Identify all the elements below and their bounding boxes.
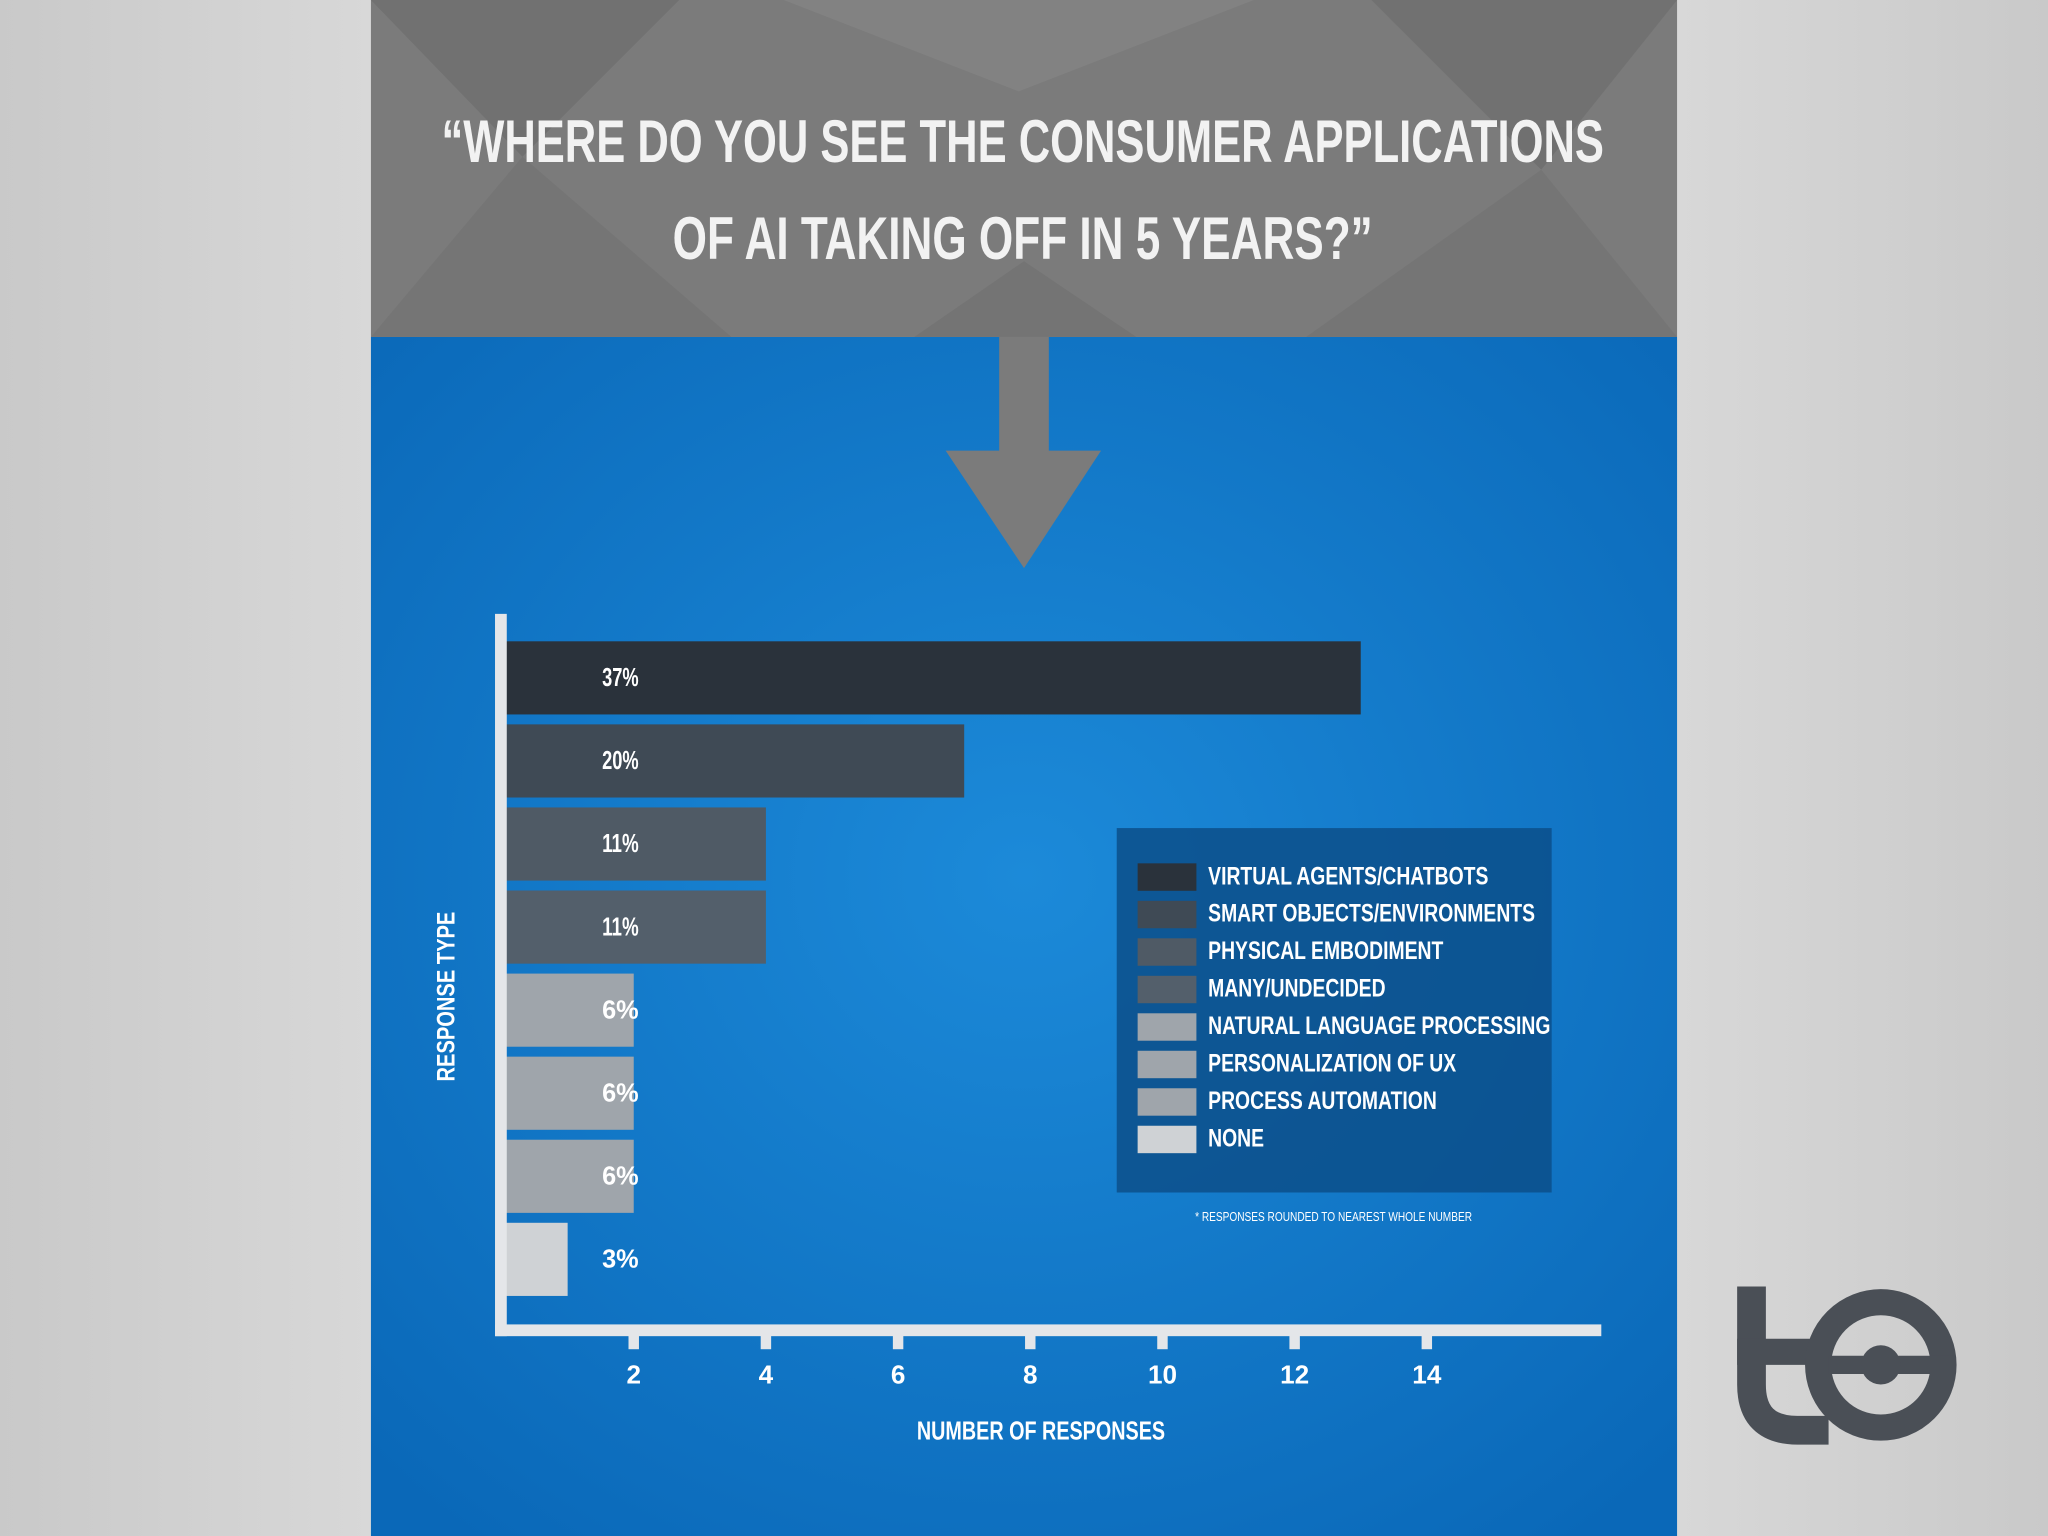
legend-swatch xyxy=(1137,975,1197,1004)
x-tick-label: 4 xyxy=(759,1360,774,1390)
x-tick-label: 12 xyxy=(1280,1360,1309,1390)
tick-mark xyxy=(1289,1332,1300,1350)
legend-swatch xyxy=(1137,1050,1197,1079)
y-axis-label: RESPONSE TYPE xyxy=(434,912,461,1082)
legend-label: PHYSICAL EMBODIMENT xyxy=(1208,937,1443,965)
bar xyxy=(501,641,1361,715)
legend-swatch xyxy=(1137,1013,1197,1041)
tick-mark xyxy=(1025,1332,1036,1350)
x-axis-label: NUMBER OF RESPONSES xyxy=(917,1416,1165,1446)
legend-swatch xyxy=(1137,863,1197,891)
tick-mark xyxy=(1157,1332,1168,1350)
x-tick-label: 8 xyxy=(1023,1360,1038,1390)
bar xyxy=(501,807,766,881)
legend-label: PERSONALIZATION OF UX xyxy=(1208,1049,1456,1077)
value-label: 20% xyxy=(602,745,639,775)
legend-swatch xyxy=(1137,1125,1197,1154)
x-tick-label: 14 xyxy=(1412,1360,1442,1390)
bar xyxy=(501,724,965,798)
value-label: 37% xyxy=(602,662,639,692)
bar xyxy=(501,1056,634,1130)
value-label: 6% xyxy=(602,1077,639,1107)
legend-label: MANY/UNDECIDED xyxy=(1208,974,1385,1002)
legend-label: SMART OBJECTS/ENVIRONMENTS xyxy=(1208,899,1535,927)
y-axis xyxy=(495,613,507,1337)
tick-mark xyxy=(1421,1332,1433,1350)
chart-title: “WHERE DO YOU SEE THE CONSUMER APPLICATI… xyxy=(441,108,1603,175)
logo xyxy=(1737,1286,1957,1445)
value-label: 11% xyxy=(602,911,639,941)
bar xyxy=(501,973,634,1047)
value-label: 6% xyxy=(602,994,639,1024)
x-tick-label: 10 xyxy=(1148,1360,1177,1390)
x-tick-label: 6 xyxy=(891,1360,906,1390)
header xyxy=(370,0,1678,337)
footnote: * RESPONSES ROUNDED TO NEAREST WHOLE NUM… xyxy=(1195,1209,1472,1224)
tick-mark xyxy=(760,1332,772,1350)
x-axis xyxy=(495,1324,1602,1337)
bar xyxy=(501,1139,634,1213)
tick-mark xyxy=(628,1332,639,1350)
legend-label: NONE xyxy=(1208,1124,1264,1152)
arrow-stem xyxy=(999,336,1049,455)
value-label: 3% xyxy=(602,1244,639,1274)
x-tick-label: 2 xyxy=(626,1360,641,1390)
legend-label: PROCESS AUTOMATION xyxy=(1208,1087,1437,1115)
bar xyxy=(501,1222,568,1296)
bar xyxy=(501,890,766,964)
legend-swatch xyxy=(1137,1088,1197,1116)
chart-title: OF AI TAKING OFF IN 5 YEARS?” xyxy=(673,205,1373,272)
legend-label: VIRTUAL AGENTS/CHATBOTS xyxy=(1208,862,1488,890)
value-label: 11% xyxy=(602,828,639,858)
value-label: 6% xyxy=(602,1161,639,1191)
legend-label: NATURAL LANGUAGE PROCESSING xyxy=(1208,1012,1550,1040)
legend-swatch xyxy=(1137,900,1197,929)
header-facets xyxy=(370,0,1678,337)
arrow-head xyxy=(945,450,1102,569)
legend-swatch xyxy=(1137,938,1197,966)
tick-mark xyxy=(892,1332,904,1350)
